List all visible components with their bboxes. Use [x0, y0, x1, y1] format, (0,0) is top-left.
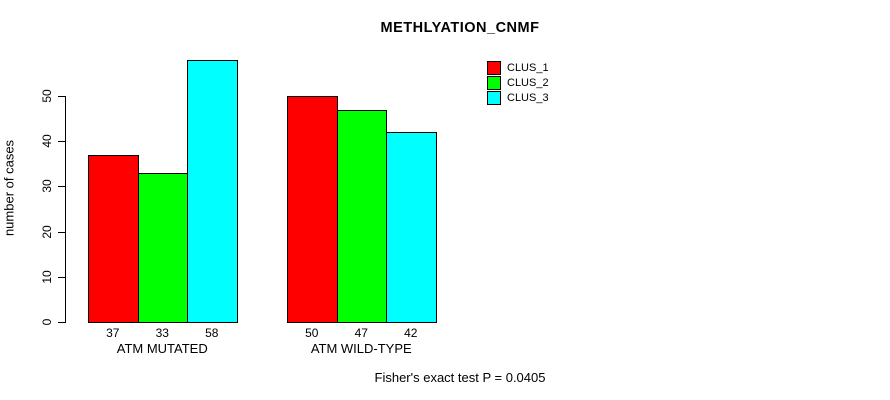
legend-swatch-clus-1: [487, 60, 501, 75]
y-tick-label: 50: [40, 89, 54, 103]
bar-value-label: 50: [305, 326, 319, 340]
y-tick: [58, 141, 65, 143]
y-tick-label: 20: [40, 224, 54, 239]
y-tick-label: 0: [40, 318, 54, 326]
y-axis-line: [65, 96, 66, 323]
legend-item: CLUS_2: [487, 75, 549, 90]
bar-value-label: 42: [404, 326, 418, 340]
bar-clus_3-atm-wild-type: [386, 132, 437, 323]
y-tick: [58, 231, 65, 233]
y-tick: [58, 186, 65, 188]
footer-annotation: Fisher's exact test P = 0.0405: [374, 370, 546, 385]
chart-title: METHLYATION_CNMF: [380, 20, 540, 36]
bar-clus_2-atm-wild-type: [336, 109, 387, 323]
y-tick-label: 10: [40, 270, 54, 284]
category-label: ATM MUTATED: [116, 341, 208, 356]
bar-clus_3-atm-mutated: [187, 59, 238, 323]
bar-value-label: 47: [354, 326, 368, 340]
legend-label-clus-1: CLUS_1: [507, 61, 549, 74]
legend-swatch-clus-2: [487, 75, 501, 90]
category-label: ATM WILD-TYPE: [310, 341, 412, 356]
legend-label-clus-2: CLUS_2: [507, 76, 549, 89]
bar-clus_1-atm-wild-type: [287, 96, 338, 323]
legend-item: CLUS_1: [487, 60, 549, 75]
legend-item: CLUS_3: [487, 90, 549, 105]
y-tick-label: 40: [40, 134, 54, 148]
bar-value-label: 37: [106, 326, 120, 340]
bar-clus_1-atm-mutated: [88, 154, 139, 323]
bar-value-label: 33: [155, 326, 169, 340]
y-tick: [58, 322, 65, 323]
y-tick: [58, 276, 65, 278]
y-axis-title: number of cases: [1, 139, 17, 237]
legend-label-clus-3: CLUS_3: [507, 91, 549, 104]
legend: CLUS_1 CLUS_2 CLUS_3: [487, 60, 549, 105]
bar-value-label: 58: [205, 326, 219, 340]
y-tick-label: 30: [40, 179, 54, 194]
legend-swatch-clus-3: [487, 90, 501, 105]
bar-clus_2-atm-mutated: [137, 172, 188, 323]
y-tick: [58, 96, 65, 97]
